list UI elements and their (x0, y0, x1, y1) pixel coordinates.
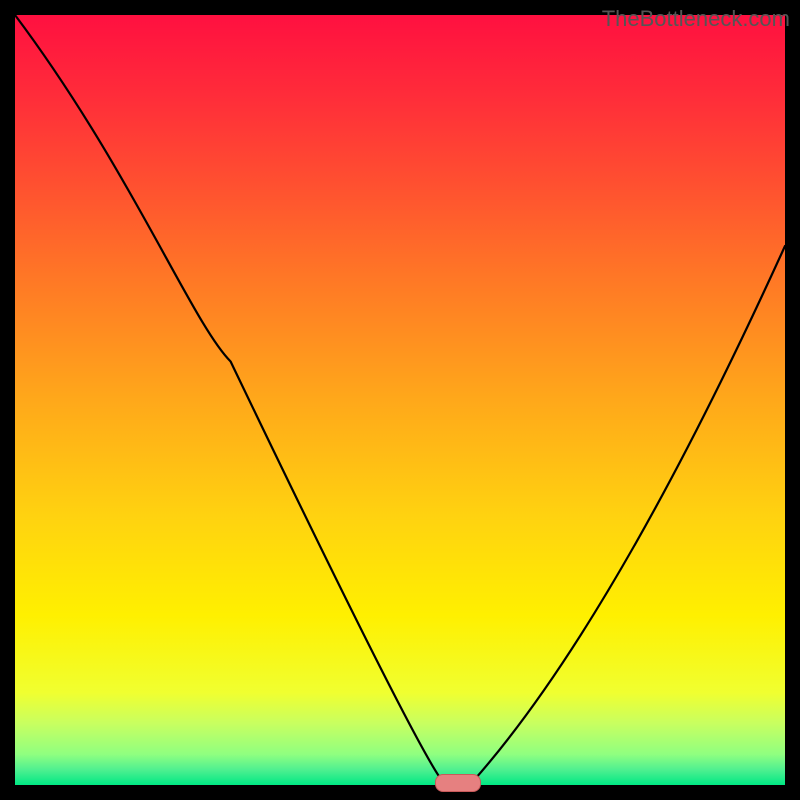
chart-container: TheBottleneck.com (0, 0, 800, 800)
watermark-text: TheBottleneck.com (602, 6, 790, 32)
bottleneck-marker (435, 774, 481, 792)
plot-area (15, 15, 785, 785)
